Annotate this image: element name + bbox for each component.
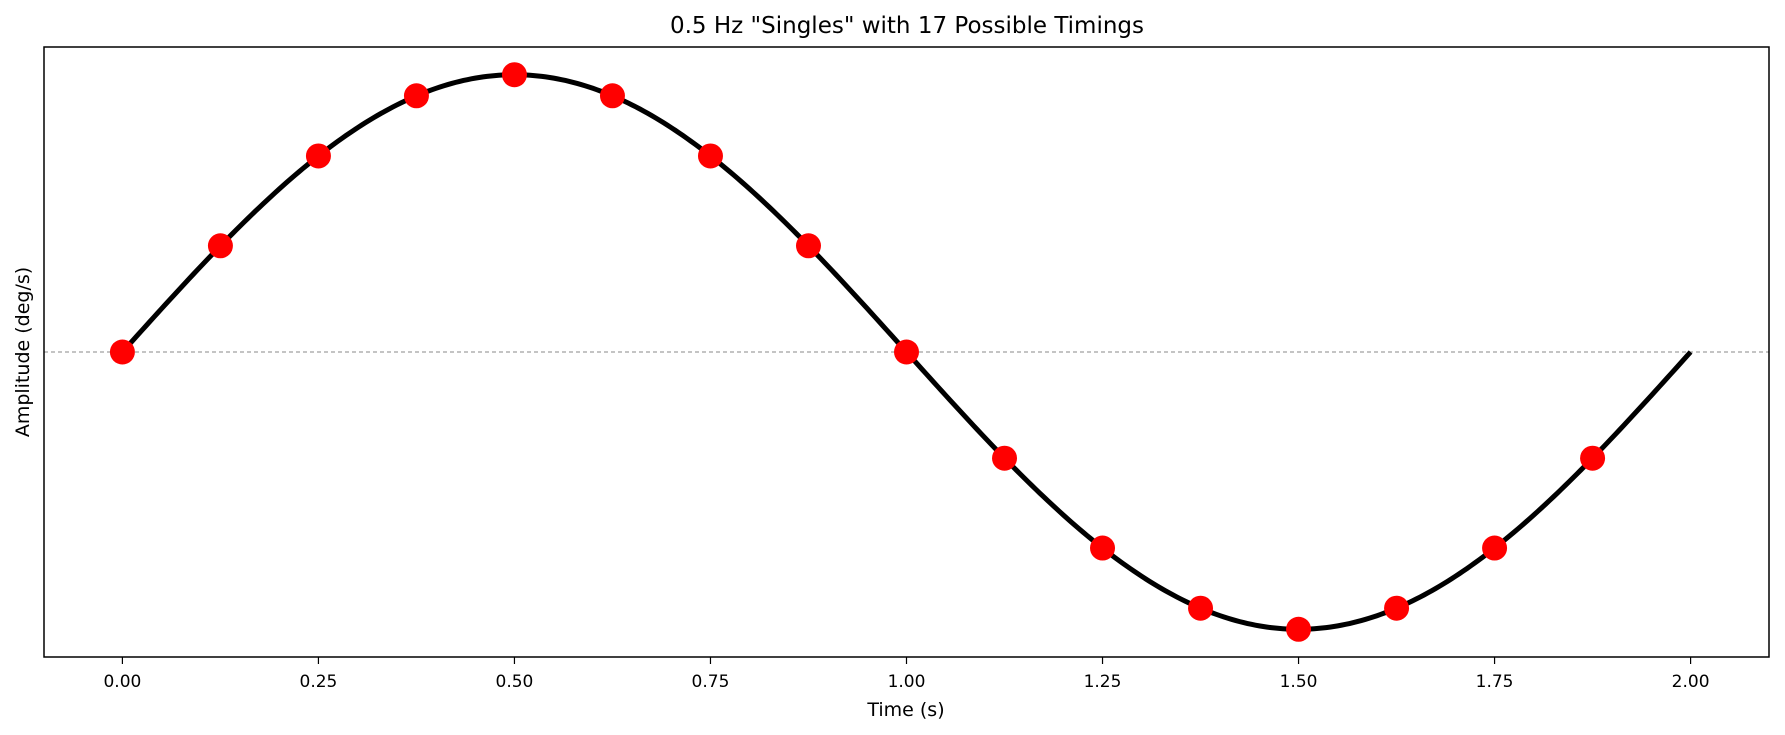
timing-point — [795, 233, 821, 259]
timing-point — [1188, 595, 1214, 621]
y-axis-label: Amplitude (deg/s) — [12, 267, 34, 437]
timing-point — [1580, 445, 1606, 471]
timing-point — [1286, 616, 1312, 642]
chart-title: 0.5 Hz "Singles" with 17 Possible Timing… — [670, 13, 1144, 39]
timing-point — [1482, 535, 1508, 561]
timing-point — [992, 445, 1018, 471]
x-tick-label: 1.75 — [1476, 672, 1514, 692]
x-tick-label: 1.25 — [1084, 672, 1122, 692]
x-tick-label: 2.00 — [1672, 672, 1710, 692]
x-tick-label: 1.50 — [1280, 672, 1318, 692]
timing-point — [894, 339, 919, 365]
x-axis-label: Time (s) — [866, 699, 944, 721]
timing-point — [305, 143, 331, 169]
timing-point — [501, 62, 527, 88]
timing-point — [1384, 595, 1410, 621]
x-tick-label: 0.50 — [496, 672, 534, 692]
timing-point — [109, 339, 135, 365]
timing-point — [697, 143, 723, 169]
x-axis: 0.00 0.25 0.50 0.75 1.00 1.25 1.50 1.75 2.00 — [103, 657, 1710, 692]
timing-point — [1090, 535, 1116, 561]
timing-point — [403, 83, 429, 109]
plot-area — [44, 62, 1769, 642]
x-tick-label: 0.25 — [300, 672, 338, 692]
x-tick-label: 0.00 — [103, 672, 141, 692]
timing-point — [207, 233, 233, 259]
x-tick-label: 1.00 — [888, 672, 926, 692]
x-tick-label: 0.75 — [692, 672, 730, 692]
timing-point — [599, 83, 625, 109]
